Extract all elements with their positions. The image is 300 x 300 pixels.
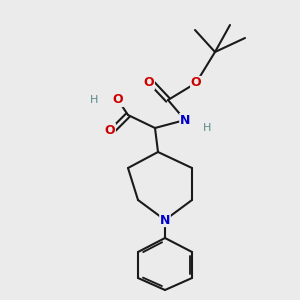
Text: O: O <box>191 76 201 89</box>
Text: H: H <box>90 95 98 105</box>
Text: O: O <box>105 124 115 136</box>
Text: N: N <box>160 214 170 226</box>
Text: O: O <box>113 94 123 106</box>
Text: O: O <box>144 76 154 89</box>
Text: H: H <box>203 123 211 133</box>
Text: N: N <box>180 113 190 127</box>
